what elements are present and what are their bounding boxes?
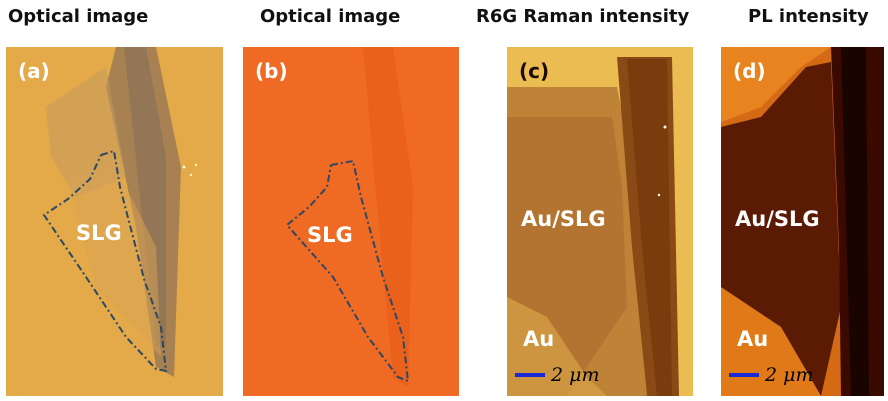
panel-b-region-label: SLG — [307, 223, 353, 247]
panel-d-pl-map: (d) Au/SLG Au 2 μm — [721, 47, 884, 396]
panel-c-image — [507, 47, 693, 396]
title-panel-c: R6G Raman intensity — [476, 6, 690, 27]
panel-c-scale-text: 2 μm — [551, 364, 600, 386]
panel-d-scale-text: 2 μm — [765, 364, 814, 386]
panel-d-image — [721, 47, 884, 396]
panel-c-raman-map: (c) Au/SLG Au 2 μm — [507, 47, 693, 396]
panel-d-label: (d) — [733, 59, 766, 83]
panel-c-region-au-slg: Au/SLG — [521, 207, 606, 231]
panel-d-scale-bar: 2 μm — [729, 364, 814, 386]
panel-c-label: (c) — [519, 59, 550, 83]
panel-d-scale-line — [729, 373, 759, 377]
panel-a-image — [6, 47, 223, 396]
panel-a-optical-image: (a) SLG — [6, 47, 223, 396]
title-panel-d: PL intensity — [748, 6, 869, 27]
panel-a-label: (a) — [18, 59, 50, 83]
title-panel-b: Optical image — [260, 6, 401, 27]
panel-d-region-au: Au — [737, 327, 769, 351]
title-panel-a: Optical image — [8, 6, 149, 27]
panel-b-image — [243, 47, 459, 396]
panel-c-scale-bar: 2 μm — [515, 364, 600, 386]
panel-a-region-label: SLG — [76, 221, 122, 245]
panel-c-scale-line — [515, 373, 545, 377]
panel-c-region-au: Au — [523, 327, 555, 351]
panel-d-region-au-slg: Au/SLG — [735, 207, 820, 231]
panel-b-label: (b) — [255, 59, 288, 83]
panel-b-optical-image: (b) SLG — [243, 47, 459, 396]
